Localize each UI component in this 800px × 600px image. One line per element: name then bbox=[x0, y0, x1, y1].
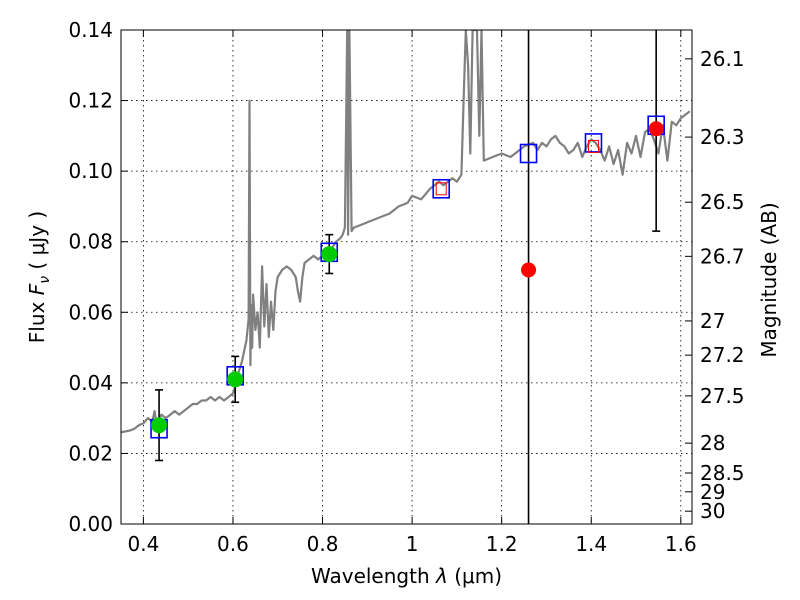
upper-limit-point bbox=[521, 262, 537, 278]
mag-tick-label: 26.7 bbox=[700, 244, 745, 268]
x-axis-label-prefix: Wavelength bbox=[311, 564, 436, 588]
y-axis-label-unit: ( μJy ) bbox=[25, 211, 49, 270]
plot-frame bbox=[120, 29, 693, 525]
upper-limit-point bbox=[648, 121, 664, 137]
mag-tick-label: 27 bbox=[700, 309, 725, 333]
mag-tick-label: 27.2 bbox=[700, 343, 745, 367]
detection-point bbox=[321, 246, 338, 263]
x-tick-label: 0.6 bbox=[217, 532, 249, 556]
x-tick-label: 1.2 bbox=[486, 532, 518, 556]
model-photometry-box bbox=[584, 133, 603, 153]
y-tick-label: 0.06 bbox=[68, 300, 113, 324]
ticks: 0.4 0.6 0.8 1 1.2 1.4 1.6 0.00 0.02 0.04 0.06 0.08 0… bbox=[68, 18, 744, 556]
x-tick-label: 0.8 bbox=[307, 532, 339, 556]
y-tick-label: 0.14 bbox=[68, 18, 113, 42]
x-tick-label: 1.4 bbox=[575, 532, 607, 556]
y-tick-label: 0.02 bbox=[68, 441, 113, 465]
spectrum-line bbox=[121, 30, 691, 434]
y-axis-label-subscript: ν bbox=[37, 276, 53, 284]
y-tick-label: 0.00 bbox=[68, 512, 113, 536]
upper-limit-point bbox=[587, 139, 599, 153]
mag-tick-label: 29 bbox=[700, 480, 725, 504]
y-tick-label: 0.10 bbox=[68, 159, 113, 183]
detection-point bbox=[151, 417, 168, 434]
mag-tick-label: 26.3 bbox=[700, 125, 745, 149]
mag-tick-label: 30 bbox=[700, 499, 725, 523]
x-axis-label-symbol: λ bbox=[435, 564, 448, 588]
x-axis-label: Wavelength λ (μm) bbox=[311, 564, 502, 588]
mag-tick-label: 28.5 bbox=[700, 461, 745, 485]
mag-tick-label: 26.1 bbox=[700, 47, 745, 71]
y-tick-label: 0.12 bbox=[68, 89, 113, 113]
magnitude-axis-label: Magnitude (AB) bbox=[757, 202, 781, 357]
y-axis-label-prefix: Flux bbox=[25, 295, 49, 343]
upper-limit-point bbox=[435, 182, 447, 196]
x-tick-label: 1 bbox=[406, 532, 419, 556]
detection-point bbox=[227, 371, 244, 388]
y-tick-label: 0.04 bbox=[68, 371, 113, 395]
x-tick-label: 0.4 bbox=[127, 532, 159, 556]
model-photometry-box bbox=[432, 178, 451, 199]
grid bbox=[121, 30, 692, 524]
mag-tick-label: 26.5 bbox=[700, 190, 745, 214]
y-axis-label-symbol: F bbox=[25, 283, 49, 295]
y-tick-label: 0.08 bbox=[68, 230, 113, 254]
x-axis-label-unit: (μm) bbox=[454, 564, 502, 588]
mag-tick-label: 28 bbox=[700, 431, 725, 455]
model-photometry-box bbox=[519, 143, 538, 164]
y-axis-label: Flux Fν ( μJy ) bbox=[25, 211, 53, 343]
plot-area bbox=[121, 30, 691, 524]
mag-tick-label: 27.5 bbox=[700, 384, 745, 408]
x-tick-label: 1.6 bbox=[665, 532, 697, 556]
